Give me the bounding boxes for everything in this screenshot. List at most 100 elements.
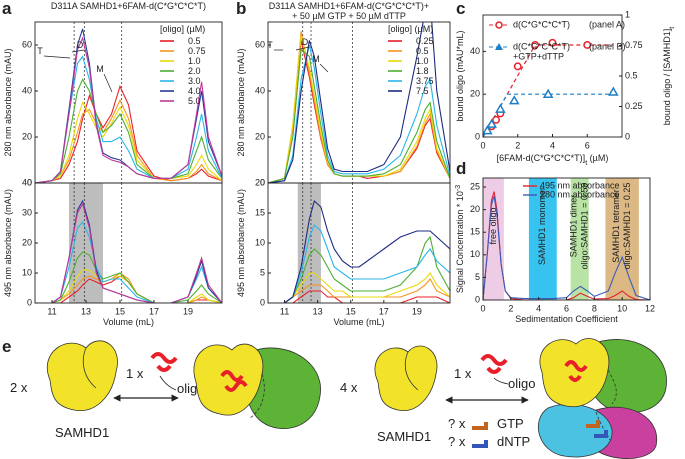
x-tick-label: 17 — [379, 306, 389, 316]
series-line — [35, 272, 222, 303]
y-tick-label: 20 — [255, 131, 265, 141]
legend-label: 0.75 — [188, 46, 206, 56]
plot-frame — [267, 182, 451, 304]
x-axis-label-part: t — [585, 160, 587, 167]
annotation-pointer — [319, 63, 329, 73]
legend-marker — [495, 43, 503, 50]
legend-label: 0.5 — [416, 46, 429, 56]
x-tick-label: 6 — [564, 303, 569, 313]
series-line — [268, 290, 450, 303]
band-label: oligo:SAMHD1 = 0.59 — [580, 183, 590, 270]
y-tick-label: 0 — [27, 177, 32, 187]
y-tick-label: 0 — [260, 297, 265, 307]
x-axis-label-part: [6FAM-d(C*G*C*C*T)] — [497, 153, 586, 163]
y-axis-label: Signal Concentration * 10-3 — [455, 185, 466, 293]
y-tick-label: 0 — [27, 297, 32, 307]
y-tick-label: 40 — [255, 85, 265, 95]
x-axis-label: [6FAM-d(C*G*C*C*T)]t (µM) — [497, 153, 609, 167]
annotation: D — [302, 37, 309, 47]
domain-line — [595, 369, 617, 441]
legend-label: d(C*G*C*C*T) — [513, 19, 570, 29]
point — [583, 41, 592, 49]
band-label: oligo:SAMHD1 = 0.25 — [622, 183, 632, 270]
annotation-pointer — [71, 49, 85, 53]
protein-label: SAMHD1 — [55, 425, 109, 440]
legend-label: 0.25 — [416, 36, 434, 46]
y-axis-label-part: -3 — [455, 185, 462, 191]
legend-label: 3.0 — [188, 76, 201, 86]
y-tick-label: 60 — [22, 39, 32, 49]
plot-area — [268, 22, 450, 183]
x-tick-label: 6 — [585, 140, 590, 150]
oligo-icon — [564, 360, 588, 382]
diagram: 2 x SAMHD1 1 x oligo 4 x SAMHD1 1 x olig… — [10, 338, 667, 459]
y-tick-label: 25 — [470, 181, 480, 191]
x-tick-label: 4 — [536, 303, 541, 313]
y-tick-label: 10 — [255, 237, 265, 247]
legend-label: 1.0 — [416, 56, 429, 66]
x-tick-label: 13 — [313, 306, 323, 316]
oligo-label: oligo — [508, 376, 535, 391]
y-tick-label: 40 — [22, 177, 32, 187]
y-tick-label: 0 — [475, 131, 480, 141]
protein-shape — [47, 340, 118, 412]
annotation: T — [267, 40, 273, 50]
protein-shape — [193, 343, 264, 416]
panel-label: d — [456, 159, 466, 178]
protein-shape — [537, 403, 613, 458]
y-tick-label: 20 — [22, 237, 32, 247]
protein-shape — [374, 345, 438, 412]
x-tick-label: 2 — [515, 140, 520, 150]
y-tick-label: 20 — [255, 177, 265, 187]
dntp-label: dNTP — [497, 434, 530, 449]
plot-area — [268, 183, 450, 303]
panel-label: b — [236, 0, 246, 18]
legend-title: [oligo] (µM) — [388, 24, 433, 34]
oligo-icon — [220, 370, 248, 392]
point — [513, 62, 522, 71]
band-label: free oligo — [488, 207, 498, 244]
y-tick-label: 10 — [22, 267, 32, 277]
series-line — [35, 220, 222, 303]
annotation-pointer — [43, 55, 71, 59]
annotation-pointer — [103, 73, 113, 93]
dntp-icon — [472, 440, 488, 448]
dntp-icon — [594, 430, 608, 438]
gtp-label: GTP — [497, 416, 524, 431]
x-tick-label: 15 — [346, 306, 356, 316]
series-line — [35, 98, 222, 183]
dntp-count: ? x — [448, 434, 466, 449]
x-tick-label: 11 — [47, 306, 56, 316]
y-tick-label: 20 — [22, 131, 32, 141]
series-line — [35, 84, 222, 183]
y-tick-label: 30 — [22, 207, 32, 217]
legend-label: 5.0 — [188, 96, 201, 106]
plot-area — [483, 178, 650, 300]
series-line — [268, 48, 450, 183]
protein-shape — [539, 338, 610, 408]
panel: 0 20 40 0 0.25 0.5 0.75 1 0 2 4 6 d(C*G*C*C*T) (panel… — [470, 9, 643, 150]
band — [570, 178, 589, 300]
series-line — [35, 78, 222, 183]
oligo-icon — [150, 352, 178, 372]
legend-note: (panel A) — [589, 19, 625, 29]
y-axis-label-part: Signal Concentration * 10 — [455, 191, 465, 293]
oligo-pointer — [159, 375, 177, 391]
y2-tick-label: 0.75 — [625, 40, 643, 50]
chart-title: + 50 µM GTP + 50 µM dTTP — [292, 11, 406, 21]
x-tick-label: 0 — [480, 140, 485, 150]
point — [482, 125, 493, 135]
oligo-count: 1 x — [126, 366, 144, 381]
y2-tick-label: 0 — [625, 131, 630, 141]
annotation: D — [77, 40, 84, 50]
oligo-count: 1 x — [454, 366, 472, 381]
series-line — [268, 199, 450, 303]
x-tick-label: 2 — [508, 303, 513, 313]
legend-label: 3.75 — [416, 76, 434, 86]
y-tick-label: 60 — [255, 39, 265, 49]
series-line — [268, 22, 450, 183]
annotation: T — [37, 46, 43, 56]
y-tick-label: 0 — [475, 294, 480, 304]
x-axis-label: Volume (mL) — [333, 317, 384, 327]
